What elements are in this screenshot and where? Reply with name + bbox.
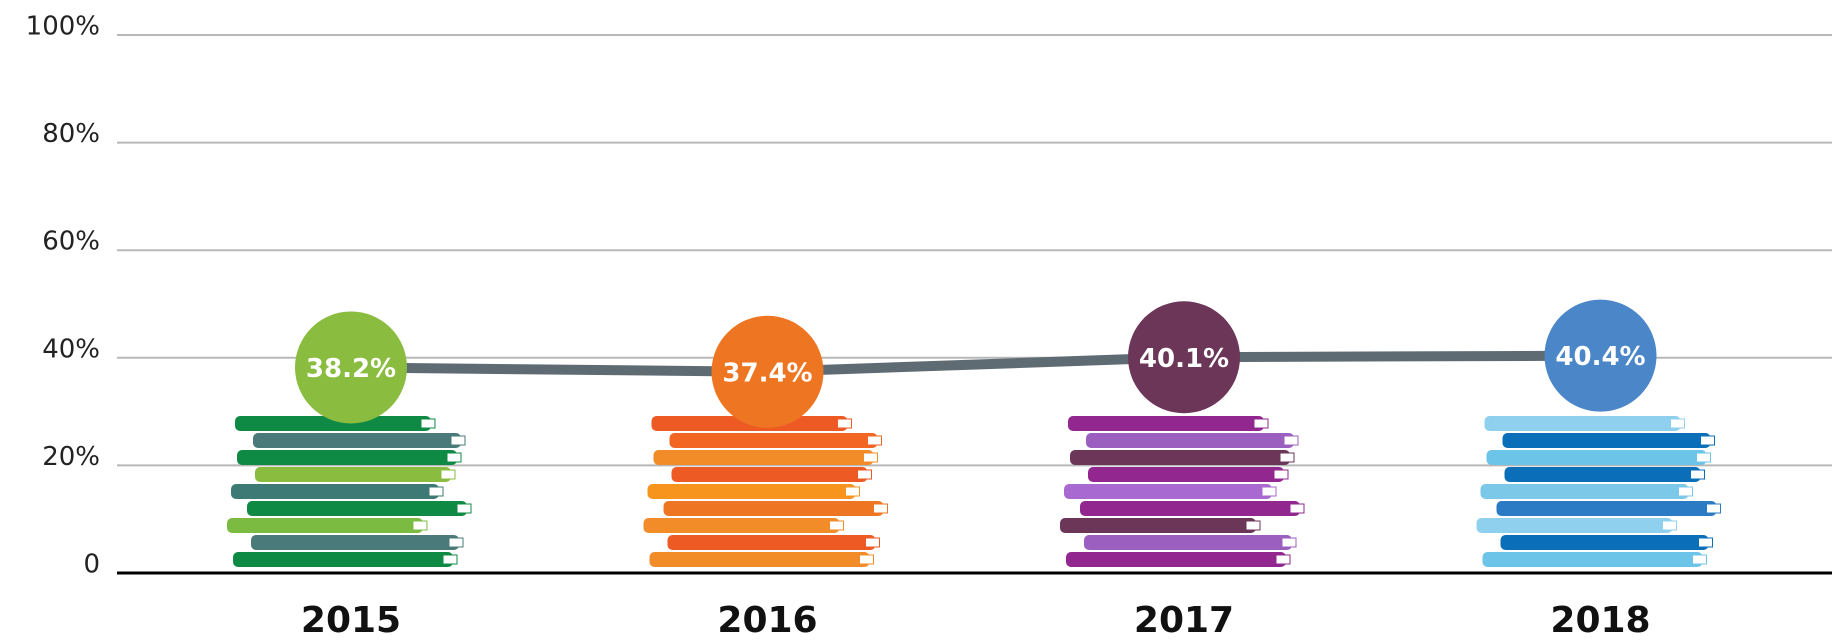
book-pages xyxy=(429,487,443,496)
book-pages xyxy=(846,487,860,496)
book xyxy=(650,552,870,567)
y-tick-label: 0 xyxy=(83,550,100,580)
x-tick-label: 2015 xyxy=(301,600,401,641)
book xyxy=(247,501,467,516)
y-tick-label: 60% xyxy=(42,227,100,257)
book xyxy=(233,552,453,567)
book xyxy=(1086,433,1294,448)
book-pages xyxy=(860,555,874,564)
book xyxy=(1485,416,1681,431)
book-pages xyxy=(1699,538,1713,547)
book xyxy=(670,433,878,448)
book-pages xyxy=(864,453,878,462)
book-pages xyxy=(1691,470,1705,479)
book-pages xyxy=(1284,436,1298,445)
book xyxy=(227,518,423,533)
book-pages xyxy=(1276,555,1290,564)
book xyxy=(237,450,457,465)
book xyxy=(648,484,856,499)
book xyxy=(1066,552,1286,567)
value-label: 38.2% xyxy=(306,354,396,384)
book-pages xyxy=(1280,453,1294,462)
book-pages xyxy=(838,419,852,428)
book-pages xyxy=(1671,419,1685,428)
book xyxy=(255,467,451,482)
book-pages xyxy=(1274,470,1288,479)
chart: 0 20% 40% 60% 80% 100% 2015 2016 2017 2018 38.2% 37… xyxy=(0,0,1835,644)
y-tick-label: 100% xyxy=(26,12,100,42)
book-pages xyxy=(443,555,457,564)
book-stack xyxy=(227,416,471,567)
book xyxy=(644,518,840,533)
book xyxy=(1084,535,1292,550)
book xyxy=(664,501,884,516)
book xyxy=(1501,535,1709,550)
book xyxy=(1497,501,1717,516)
book xyxy=(672,467,868,482)
x-tick-label: 2017 xyxy=(1134,600,1234,641)
book-pages xyxy=(1679,487,1693,496)
book xyxy=(1477,518,1673,533)
book-stack xyxy=(644,416,888,567)
book-pages xyxy=(457,504,471,513)
book-pages xyxy=(866,538,880,547)
book-pages xyxy=(413,521,427,530)
book xyxy=(251,535,459,550)
book xyxy=(231,484,439,499)
book-pages xyxy=(1254,419,1268,428)
book xyxy=(1060,518,1256,533)
book-pages xyxy=(830,521,844,530)
book-pages xyxy=(1693,555,1707,564)
book xyxy=(1064,484,1272,499)
book xyxy=(1505,467,1701,482)
y-tick-label: 20% xyxy=(42,442,100,472)
book xyxy=(668,535,876,550)
book xyxy=(1487,450,1707,465)
book-pages xyxy=(1701,436,1715,445)
book xyxy=(1088,467,1284,482)
y-tick-label: 80% xyxy=(42,119,100,149)
book-pages xyxy=(421,419,435,428)
book-pages xyxy=(1697,453,1711,462)
book-stack xyxy=(1477,416,1721,567)
value-label: 40.1% xyxy=(1139,344,1229,374)
book-pages xyxy=(1282,538,1296,547)
book-pages xyxy=(441,470,455,479)
book xyxy=(654,450,874,465)
book-pages xyxy=(868,436,882,445)
book-pages xyxy=(1663,521,1677,530)
book xyxy=(1483,552,1703,567)
book xyxy=(1070,450,1290,465)
y-tick-label: 40% xyxy=(42,334,100,364)
book-pages xyxy=(1290,504,1304,513)
book-pages xyxy=(447,453,461,462)
book xyxy=(1068,416,1264,431)
book-pages xyxy=(449,538,463,547)
book-stack xyxy=(1060,416,1304,567)
book-pages xyxy=(1262,487,1276,496)
book-pages xyxy=(874,504,888,513)
book xyxy=(1481,484,1689,499)
book-pages xyxy=(1246,521,1260,530)
book-pages xyxy=(451,436,465,445)
book xyxy=(1503,433,1711,448)
value-label: 40.4% xyxy=(1555,342,1645,372)
x-tick-label: 2016 xyxy=(717,600,817,641)
book xyxy=(1080,501,1300,516)
page: {"chart_data": {"type": "line", "categor… xyxy=(0,0,1835,644)
x-tick-label: 2018 xyxy=(1550,600,1650,641)
book-pages xyxy=(1707,504,1721,513)
book xyxy=(253,433,461,448)
book-pages xyxy=(858,470,872,479)
value-label: 37.4% xyxy=(722,358,812,388)
